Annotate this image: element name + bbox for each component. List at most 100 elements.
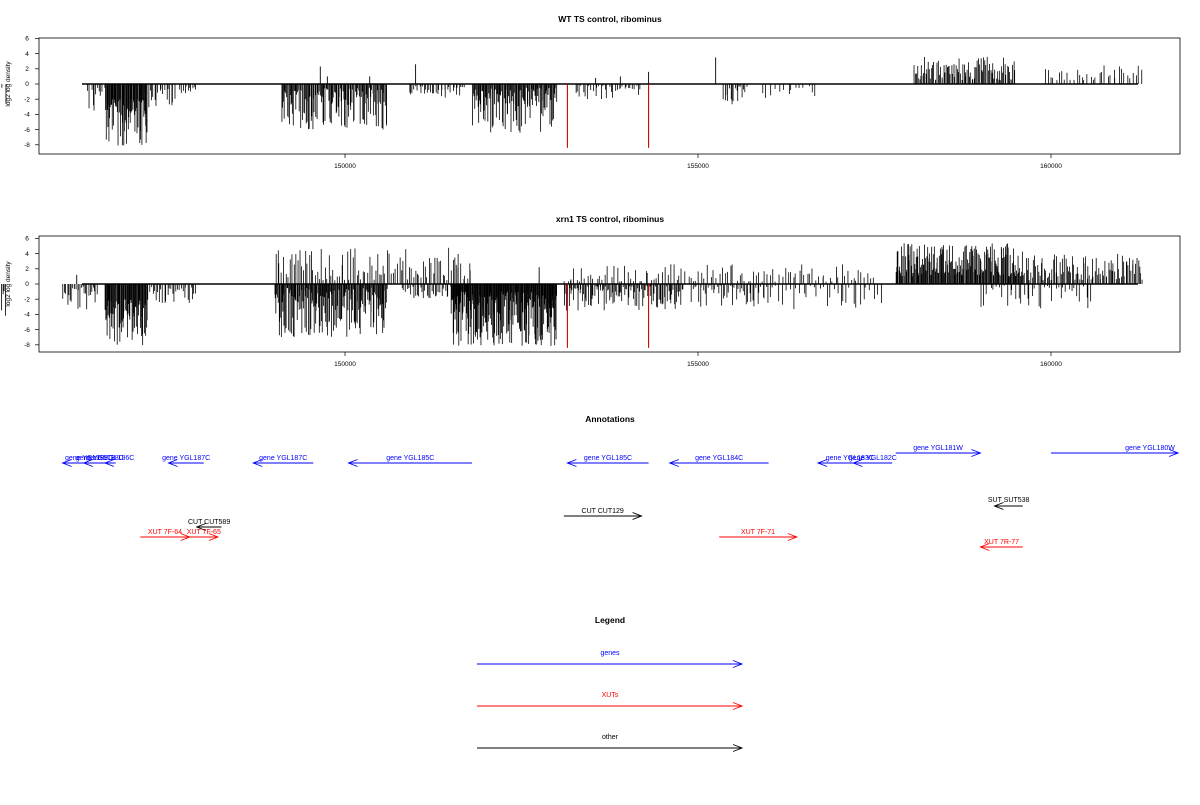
- gene-arrow-arrowhead: [251, 459, 263, 467]
- gene-arrow-arrowhead: [82, 459, 93, 467]
- y-tick-label: 6: [25, 236, 29, 243]
- y-axis: 6 4 2 0 -2 -4 -6 -8: [24, 36, 39, 149]
- cut-arrow-arrowhead: [195, 523, 206, 531]
- gene-annotation: gene YGL182C: [849, 455, 897, 467]
- sut-annotation: SUT SUT538: [988, 497, 1030, 510]
- gene-arrow-arrowhead: [103, 459, 115, 467]
- legend-arrow-arrowhead: [732, 702, 744, 710]
- xut-annotation: XUT 7F-64: [140, 529, 191, 541]
- xut-label: XUT 7R-77: [984, 539, 1019, 546]
- gene-annotation: gene YGL180W: [1051, 445, 1180, 457]
- cut-label: CUT CUT129: [582, 508, 624, 515]
- gene-arrow-arrowhead: [167, 459, 178, 467]
- xut-annotation: XUT 7F-71: [719, 529, 799, 541]
- cut-label: CUT CUT589: [188, 519, 230, 526]
- x-tick-label: 155000: [687, 361, 709, 368]
- y-tick-label: -8: [24, 342, 30, 349]
- legend-title: Legend: [595, 615, 625, 625]
- y-tick-label: -6: [24, 327, 30, 334]
- legend-item: genes: [477, 650, 744, 668]
- gene-arrow-arrowhead: [971, 449, 982, 457]
- y-tick-label: -4: [24, 112, 30, 119]
- annotations-panel: Annotations gene YGL190Cgene YGL189Cgene…: [61, 414, 1180, 551]
- cut-annotation: CUT CUT129: [563, 508, 643, 520]
- y-tick-label: 2: [25, 266, 29, 273]
- gene-label: gene YGL187C: [259, 455, 307, 462]
- gene-label: gene YGL187C: [162, 455, 210, 462]
- panel-title: WT TS control, ribominus: [558, 14, 662, 24]
- x-tick-label: 150000: [334, 361, 356, 368]
- gene-arrow-arrowhead: [61, 459, 72, 467]
- annotations-title: Annotations: [585, 414, 635, 424]
- gene-annotation: gene YGL187C: [251, 455, 314, 467]
- x-axis: 150000 155000 160000: [334, 352, 1062, 368]
- data-bars: [0, 243, 1143, 348]
- gene-arrow-arrowhead: [816, 459, 828, 467]
- legend-items: genes XUTs other: [477, 650, 744, 752]
- legend-arrow-arrowhead: [732, 660, 744, 668]
- gene-arrow-arrowhead: [566, 459, 577, 467]
- gene-label: gene YGL188C: [76, 455, 124, 462]
- y-axis-label: log2 log density: [5, 261, 12, 307]
- y-tick-label: -8: [24, 142, 30, 149]
- gene-annotation: gene YGL187C: [162, 455, 210, 467]
- panel-xrn1: xrn1 TS control, ribominus log2 log dens…: [0, 214, 1181, 368]
- gene-label: gene YGL186C: [86, 455, 134, 462]
- x-axis: 150000 155000 160000: [334, 154, 1062, 170]
- gene-label: gene YGL182C: [849, 455, 897, 462]
- y-tick-label: 0: [25, 281, 29, 288]
- x-tick-label: 155000: [687, 163, 709, 170]
- gene-arrow-arrowhead: [852, 459, 863, 467]
- xut-arrow-arrowhead: [787, 533, 799, 541]
- gene-label: gene YGL180W: [1125, 445, 1175, 452]
- gene-label: gene YGL183C: [826, 455, 874, 462]
- xut-label: XUT 7F-71: [741, 529, 775, 536]
- gene-arrow-arrowhead: [347, 459, 358, 467]
- gene-label: gene YGL184C: [695, 455, 743, 462]
- sut-label: SUT SUT538: [988, 497, 1030, 504]
- gene-label: gene YGL185C: [386, 455, 434, 462]
- cut-annotation: CUT CUT589: [188, 519, 230, 531]
- gene-annotation: gene YGL186C: [86, 455, 134, 467]
- plot-frame: [38, 37, 1181, 155]
- y-tick-label: -2: [24, 296, 30, 303]
- gene-arrow-arrowhead: [1168, 449, 1180, 457]
- gene-annotation: gene YGL185C: [347, 455, 473, 467]
- data-bars: [1, 56, 1143, 148]
- y-tick-label: 0: [25, 81, 29, 88]
- xut-label: XUT 7F-65: [187, 529, 221, 536]
- gene-arrow-arrowhead: [668, 459, 679, 467]
- legend-item-label: genes: [600, 650, 620, 657]
- y-tick-label: -2: [24, 96, 30, 103]
- sut-arrow-arrowhead: [993, 502, 1004, 510]
- xut-annotation: XUT 7R-77: [979, 539, 1023, 551]
- gene-label: gene YGL189C: [65, 455, 113, 462]
- legend-item: other: [477, 734, 744, 752]
- legend-item-label: XUTs: [602, 692, 619, 699]
- panel-title: xrn1 TS control, ribominus: [556, 214, 664, 224]
- legend-arrow-arrowhead: [732, 744, 744, 752]
- y-axis: 6 4 2 0 -2 -4 -6 -8: [24, 236, 39, 349]
- xut-arrow-arrowhead: [979, 543, 990, 551]
- y-axis-label: log2 log density: [5, 61, 12, 107]
- gene-label: gene YGL185C: [584, 455, 632, 462]
- legend-item: XUTs: [477, 692, 744, 710]
- y-tick-label: -4: [24, 312, 30, 319]
- y-tick-label: 6: [25, 36, 29, 43]
- plot-frame: [38, 235, 1181, 353]
- x-tick-label: 150000: [334, 163, 356, 170]
- cut-arrow-arrowhead: [632, 512, 643, 520]
- gene-label: gene YGL181W: [913, 445, 963, 452]
- panel-wt: WT TS control, ribominus log2 log densit…: [1, 14, 1181, 170]
- legend: Legend genes XUTs other: [477, 615, 744, 752]
- gene-annotation: gene YGL185C: [566, 455, 649, 467]
- y-tick-label: 4: [25, 251, 29, 258]
- xut-annotation: XUT 7F-65: [187, 529, 221, 541]
- y-tick-label: 2: [25, 66, 29, 73]
- x-tick-label: 160000: [1040, 361, 1062, 368]
- y-tick-label: -6: [24, 127, 30, 134]
- y-tick-label: 4: [25, 51, 29, 58]
